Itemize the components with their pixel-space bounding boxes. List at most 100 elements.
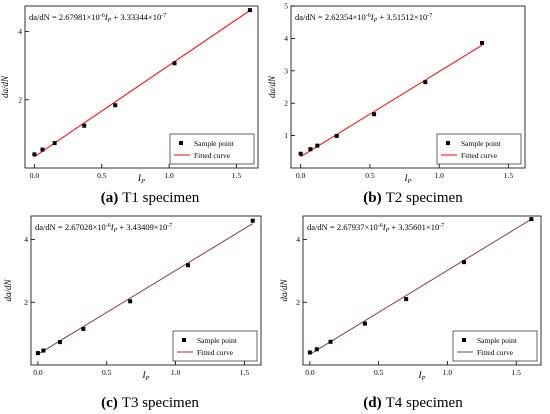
chart-b-legend-entry-line: Fitted curve xyxy=(461,151,498,160)
caption-d-text: T4 specimen xyxy=(386,395,464,411)
chart-d-point xyxy=(307,350,312,355)
chart-b-equation-var: I xyxy=(370,12,375,22)
chart-b-equation: da/dN = 2.62354×10-6IP + 3.51512×10-7 xyxy=(295,12,432,24)
chart-c-legend-point-swatch xyxy=(182,338,186,342)
chart-c-point xyxy=(35,351,40,356)
chart-b-xtick-label: 1.5 xyxy=(504,171,514,180)
chart-a-point xyxy=(113,103,118,108)
chart-c-xtick-label: 1.0 xyxy=(171,368,181,377)
chart-a-xlabel: IP xyxy=(137,173,145,185)
chart-a-equation-exp2: -7 xyxy=(161,13,166,19)
chart-b-point xyxy=(308,147,313,152)
chart-d-equation-sub: P xyxy=(385,228,390,234)
chart-c-fit-line xyxy=(37,223,253,355)
chart-d-point xyxy=(404,297,409,302)
chart-a-equation: da/dN = 2.67981×10-6IP + 3.33344×10-7 xyxy=(29,12,166,24)
caption-a: (a) T1 specimen xyxy=(101,190,200,206)
chart-c-xtick-label: 0.0 xyxy=(33,368,43,377)
chart-b: 0.0 0.5 1.0 1.5 1 2 3 4 5 da/dN = 2.62354×10-6IP … xyxy=(267,2,526,185)
chart-a-equation-coef: da/dN = 2.67981×10 xyxy=(29,12,100,22)
caption-b-text: T2 specimen xyxy=(386,190,464,206)
chart-c-legend-box xyxy=(172,330,258,362)
chart-c-point xyxy=(186,263,191,268)
chart-d-ylabel: da/dN xyxy=(279,279,289,302)
chart-b-legend-entry-points: Sample point xyxy=(461,139,502,148)
caption-c-text: T3 specimen xyxy=(122,395,200,411)
chart-b-point xyxy=(480,40,485,45)
chart-b-equation-intercept: + 3.51512×10 xyxy=(377,12,427,22)
chart-b-point xyxy=(298,151,303,156)
chart-c-xtick-label: 0.5 xyxy=(102,368,112,377)
chart-d-xlabel: IP xyxy=(418,370,426,382)
chart-b-xtick-label: 1.0 xyxy=(434,171,444,180)
chart-b-xtick-label: 0.5 xyxy=(365,171,375,180)
chart-a-ytick-label: 4 xyxy=(18,27,22,36)
chart-c-legend-entry-line: Fitted curve xyxy=(197,348,234,357)
caption-c-label: (c) xyxy=(101,395,118,411)
chart-d-ytick-label: 4 xyxy=(296,235,300,244)
caption-a-label: (a) xyxy=(101,190,119,206)
chart-d-equation-exp2: -7 xyxy=(439,223,444,229)
chart-c-ylabel: da/dN xyxy=(3,279,13,302)
chart-d-equation-intercept: + 3.35601×10 xyxy=(389,222,439,232)
chart-d-xtick-label: 0.5 xyxy=(374,368,384,377)
caption-c: (c) T3 specimen xyxy=(101,395,199,411)
chart-a-point xyxy=(82,123,87,128)
chart-c-point xyxy=(128,299,133,304)
chart-d-xlabel-sub: P xyxy=(421,375,426,382)
chart-b-xtick-label: 0.0 xyxy=(296,171,306,180)
caption-d-label: (d) xyxy=(363,395,381,411)
chart-b-ytick-label: 1 xyxy=(284,131,288,140)
caption-b-label: (b) xyxy=(363,190,381,206)
chart-d-point xyxy=(314,347,319,352)
chart-b-xlabel-main: I xyxy=(404,173,409,183)
chart-a-xtick-label: 0.5 xyxy=(97,171,107,180)
chart-d-legend-box xyxy=(452,330,538,362)
chart-d-xlabel-main: I xyxy=(418,370,423,380)
chart-b-ytick-label: 4 xyxy=(284,34,288,43)
chart-b-xlabel-sub: P xyxy=(407,178,412,185)
chart-a-legend-point-swatch xyxy=(179,141,183,145)
chart-a-legend-box xyxy=(169,133,255,165)
chart-c-equation-coef: da/dN = 2.67028×10 xyxy=(35,222,106,232)
chart-c-ytick-label: 2 xyxy=(24,298,28,307)
chart-c-legend-entry-points: Sample point xyxy=(197,336,238,345)
chart-d-legend-entry-line: Fitted curve xyxy=(477,348,514,357)
chart-a-xlabel-main: I xyxy=(137,173,142,183)
chart-a-equation-exp1: -6 xyxy=(100,13,105,19)
chart-d-equation-coef: da/dN = 2.67937×10 xyxy=(307,222,378,232)
chart-b-point xyxy=(334,133,339,138)
chart-c-xlabel: IP xyxy=(142,370,150,382)
chart-a-point xyxy=(247,8,252,13)
chart-c-xtick-label: 1.5 xyxy=(240,368,250,377)
chart-d-equation-var: I xyxy=(382,222,387,232)
chart-c-point xyxy=(57,340,62,345)
chart-a-point xyxy=(52,141,57,146)
chart-d-xtick-label: 1.0 xyxy=(443,368,453,377)
chart-b-legend-point-swatch xyxy=(446,141,450,145)
chart-a-legend-entry-line: Fitted curve xyxy=(194,151,231,160)
chart-d-fit-line xyxy=(309,218,532,355)
chart-d-frame xyxy=(302,215,542,366)
chart-a-point xyxy=(172,61,177,66)
chart-c-equation-exp2: -7 xyxy=(167,223,172,229)
chart-a-xtick-label: 1.0 xyxy=(164,171,174,180)
chart-c-equation-var: I xyxy=(110,222,115,232)
caption-b: (b) T2 specimen xyxy=(363,190,463,206)
chart-a-equation-var: I xyxy=(104,12,109,22)
chart-b-equation-exp1: -6 xyxy=(366,13,371,19)
chart-d-point xyxy=(362,321,367,326)
chart-c-point xyxy=(41,348,46,353)
chart-b-frame xyxy=(290,5,526,169)
caption-d: (d) T4 specimen xyxy=(363,395,463,411)
chart-b-ylabel: da/dN xyxy=(267,75,277,98)
chart-a-ytick-label: 2 xyxy=(18,95,22,104)
chart-d-point xyxy=(461,260,466,265)
chart-b-equation-coef: da/dN = 2.62354×10 xyxy=(295,12,366,22)
chart-b-ytick-label: 3 xyxy=(284,66,288,75)
chart-b-point xyxy=(423,80,428,85)
